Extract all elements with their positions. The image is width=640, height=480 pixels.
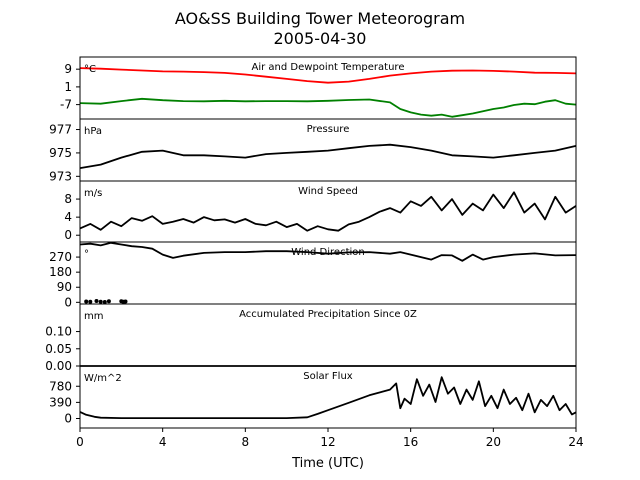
panel-4-ytick-label-1: 0.05 [45, 342, 72, 356]
panels-group: -7 1 9 °C Air and Dewpoint Temperature 973 975… [45, 56, 577, 429]
panel-0-series-0-line [79, 67, 577, 84]
panel-3-title: Wind Direction [291, 247, 365, 258]
panel-3-ytick-label-2: 180 [49, 265, 72, 279]
time-axis: 0 4 8 12 16 20 24 [76, 428, 584, 449]
panel-3-ytick-label-3: 270 [49, 250, 72, 264]
panel-2: 0 4 8 m/s Wind Speed [64, 180, 577, 243]
panel-4-ytick-label-0: 0.00 [45, 359, 72, 373]
panel-0-ytick-label-2: 9 [64, 62, 72, 76]
panel-4-unit-label: mm [84, 311, 103, 322]
figure-title-line2: 2005-04-30 [274, 29, 367, 48]
xtick-label-5: 20 [486, 435, 501, 449]
panel-4-title: Accumulated Precipitation Since 0Z [239, 309, 417, 320]
x-axis-label: Time (UTC) [291, 456, 364, 471]
panel-3-point-2 [94, 299, 99, 303]
panel-4-ytick-label-2: 0.10 [45, 325, 72, 339]
panel-1-ytick-label-2: 977 [49, 123, 72, 137]
panel-2-ytick-label-1: 4 [64, 210, 72, 224]
panel-3-unit-label: ° [84, 249, 89, 260]
panel-0: -7 1 9 °C Air and Dewpoint Temperature [60, 56, 577, 120]
panel-0-ytick-label-0: -7 [60, 98, 72, 112]
panel-1-title: Pressure [307, 124, 350, 135]
panel-2-unit-label: m/s [84, 188, 102, 199]
panel-4: 0.00 0.05 0.10 mm Accumulated Precipitation … [45, 303, 577, 373]
xtick-label-6: 24 [568, 435, 583, 449]
panel-2-ytick-label-0: 0 [64, 228, 72, 242]
panel-1-ytick-label-1: 975 [49, 146, 72, 160]
panel-5: 0 390 780 W/m^2 Solar Flux [49, 365, 577, 429]
panel-2-title: Wind Speed [298, 186, 358, 197]
panel-2-series-0-line [79, 191, 577, 232]
figure-title-line1: AO&SS Building Tower Meteorogram [175, 9, 465, 28]
xtick-label-3: 12 [320, 435, 335, 449]
xtick-label-1: 4 [159, 435, 167, 449]
panel-5-ytick-label-0: 0 [64, 411, 72, 425]
panel-3-point-1 [88, 299, 93, 304]
panel-1-ytick-label-0: 973 [49, 169, 72, 183]
xtick-label-2: 8 [242, 435, 250, 449]
panel-3-point-4 [102, 300, 107, 304]
panel-1-unit-label: hPa [84, 126, 102, 137]
panel-1-series-0-line [79, 143, 577, 169]
panel-3-point-8 [123, 299, 128, 304]
panel-3-point-0 [84, 299, 89, 304]
panel-2-ytick-label-2: 8 [64, 192, 72, 206]
panel-5-ytick-label-2: 780 [49, 379, 72, 393]
panel-3-ytick-label-0: 0 [64, 295, 72, 309]
panel-5-title: Solar Flux [303, 371, 353, 382]
panel-3-ytick-label-1: 90 [57, 280, 72, 294]
panel-5-ytick-label-1: 390 [49, 395, 72, 409]
panel-1: 973 975 977 hPa Pressure [49, 118, 577, 183]
panel-0-unit-label: °C [84, 64, 96, 75]
panel-3-point-5 [106, 299, 111, 304]
xtick-label-4: 16 [403, 435, 418, 449]
panel-3-point-3 [98, 299, 103, 304]
xtick-label-0: 0 [76, 435, 84, 449]
panel-0-series-1-line [79, 97, 577, 118]
panel-0-title: Air and Dewpoint Temperature [252, 62, 405, 73]
panel-5-unit-label: W/m^2 [84, 373, 122, 384]
panel-5-series-0-line [79, 376, 577, 419]
panel-0-ytick-label-1: 1 [64, 80, 72, 94]
panel-3-series-0-line [79, 241, 577, 262]
